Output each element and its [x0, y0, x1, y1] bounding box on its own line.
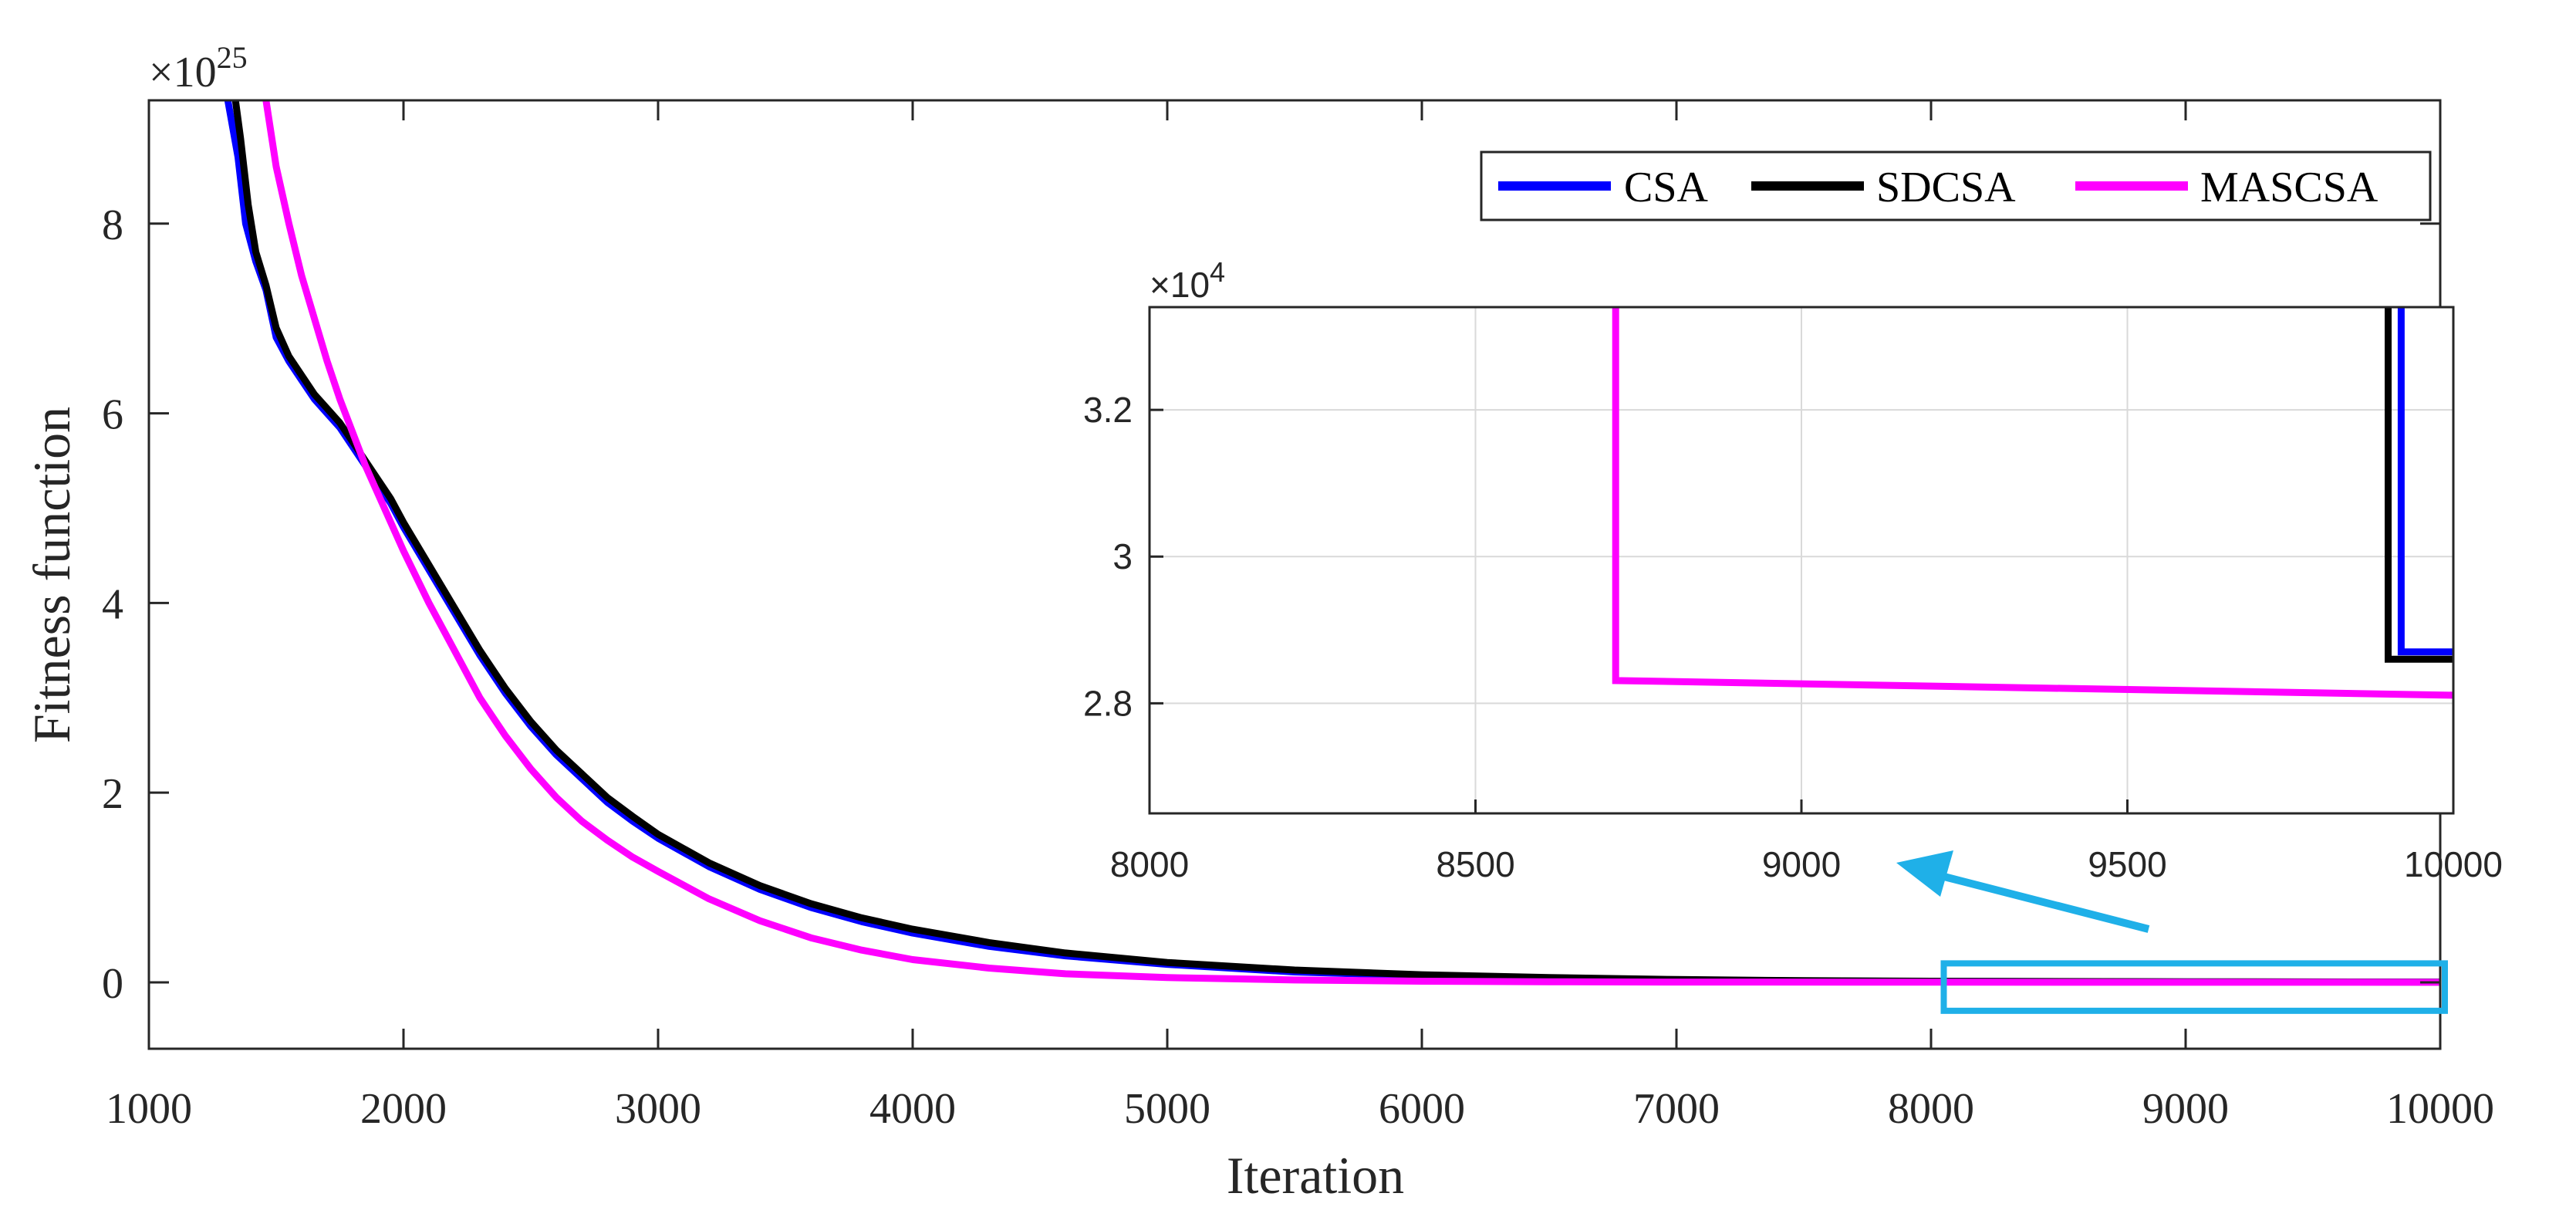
inset-y-axis-exponent: ×104: [1150, 256, 1225, 305]
main-axis-ticks: 1000 2000 3000 4000 5000 6000 7000 8000 9000 1000…: [102, 100, 2494, 1133]
x-axis-label: Iteration: [1227, 1146, 1404, 1205]
legend-item-csa: CSA: [1498, 164, 1708, 211]
y-tick-label: 0: [102, 960, 123, 1008]
x-tick-label: 5000: [1124, 1085, 1210, 1133]
inset-series-line-mascsa: [1612, 307, 2453, 699]
legend: CSA SDCSA MASCSA: [1480, 150, 2432, 221]
inset-x-tick-label: 10000: [2404, 844, 2503, 884]
legend-item-mascsa: MASCSA: [2075, 164, 2378, 211]
x-tick-label: 9000: [2142, 1085, 2229, 1133]
legend-item-sdcsa: SDCSA: [1751, 164, 2016, 211]
y-axis-label: Fitness function: [22, 407, 81, 743]
x-tick-label: 1000: [106, 1085, 192, 1133]
legend-label-csa: CSA: [1624, 164, 1708, 211]
inset-series-lines: [1612, 307, 2453, 699]
y-tick-label: 6: [102, 391, 123, 439]
inset-x-tick-label: 9500: [2088, 844, 2166, 884]
y-tick-label: 4: [102, 580, 123, 628]
inset-y-exponent-power: 4: [1210, 256, 1225, 288]
inset-y-tick-label: 3.2: [1083, 390, 1133, 430]
series-line-sdcsa: [231, 100, 2440, 986]
x-tick-label: 8000: [1888, 1085, 1974, 1133]
x-tick-label: 2000: [360, 1085, 447, 1133]
legend-box: [1480, 150, 2432, 221]
legend-label-sdcsa: SDCSA: [1876, 164, 2016, 211]
inset-y-tick-label: 3: [1112, 536, 1133, 576]
inset-series-line-sdcsa: [2385, 307, 2453, 663]
inset-y-exponent-base: ×10: [1150, 265, 1210, 305]
inset-chart: 8000 8500 9000 9500 10000 2.8 3 3.2 ×104: [1083, 256, 2503, 884]
inset-y-tick-label: 2.8: [1083, 683, 1133, 723]
y-exponent-base: ×10: [149, 49, 217, 96]
y-exponent-power: 25: [217, 40, 248, 75]
x-tick-label: 3000: [615, 1085, 701, 1133]
inset-axis-ticks: 8000 8500 9000 9500 10000 2.8 3 3.2: [1083, 390, 2503, 884]
y-tick-label: 8: [102, 201, 123, 249]
x-tick-label: 6000: [1379, 1085, 1465, 1133]
inset-x-tick-label: 8500: [1436, 844, 1514, 884]
series-line-mascsa: [262, 100, 2440, 986]
main-series-lines: [224, 100, 2440, 986]
inset-x-tick-label: 8000: [1110, 844, 1189, 884]
x-tick-label: 10000: [2386, 1085, 2494, 1133]
y-axis-exponent: ×1025: [149, 40, 248, 96]
zoom-arrow: [1896, 850, 2150, 933]
y-tick-label: 2: [102, 770, 123, 818]
x-tick-label: 4000: [869, 1085, 956, 1133]
inset-series-line-csa: [2397, 307, 2453, 656]
zoom-highlight-box: [1940, 960, 2448, 1014]
x-tick-label: 7000: [1633, 1085, 1720, 1133]
inset-x-tick-label: 9000: [1762, 844, 1841, 884]
legend-label-mascsa: MASCSA: [2200, 164, 2378, 211]
